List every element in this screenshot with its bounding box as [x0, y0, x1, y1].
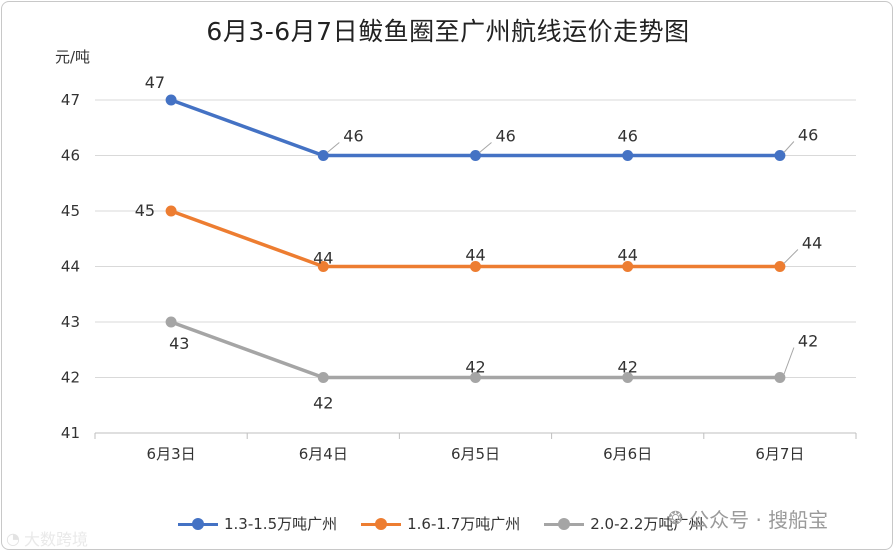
- x-tick-label: 6月5日: [451, 445, 500, 463]
- watermark-wechat: ❂ 公众号 · 搜船宝: [668, 504, 828, 533]
- label-leader-line: [783, 249, 799, 264]
- y-tick-label: 42: [61, 369, 80, 387]
- legend-swatch: [178, 517, 218, 531]
- data-point: [622, 150, 634, 161]
- wechat-icon: ❂: [668, 508, 684, 529]
- data-point: [774, 261, 786, 272]
- data-label: 42: [618, 358, 638, 377]
- y-tick-label: 46: [61, 147, 80, 165]
- data-label: 44: [313, 249, 333, 268]
- data-point: [774, 372, 786, 383]
- legend-label: 1.3-1.5万吨广州: [224, 515, 338, 533]
- data-point: [165, 94, 177, 106]
- data-label: 44: [802, 234, 822, 253]
- watermark-logo: ◔ 大数跨境: [6, 526, 88, 550]
- label-leader-line: [479, 142, 492, 153]
- watermark-right-text: 公众号 · 搜船宝: [689, 508, 829, 532]
- data-point: [165, 316, 177, 328]
- data-point: [774, 150, 786, 161]
- data-point: [470, 372, 481, 383]
- data-label: 42: [465, 358, 485, 377]
- data-point: [317, 261, 329, 272]
- data-label: 46: [343, 127, 363, 146]
- data-point: [622, 372, 634, 383]
- x-tick-label: 6月4日: [299, 445, 348, 463]
- legend-item: 1.6-1.7万吨广州: [361, 513, 520, 534]
- y-tick-label: 47: [61, 91, 80, 109]
- data-label: 42: [313, 394, 333, 413]
- data-label: 45: [135, 201, 155, 220]
- data-label: 44: [618, 246, 638, 265]
- data-point: [622, 261, 634, 272]
- y-tick-label: 41: [61, 424, 80, 442]
- data-point: [470, 150, 481, 161]
- chart-title: 6月3-6月7日鲅鱼圈至广州航线运价走势图: [206, 17, 690, 46]
- legend-item: 1.3-1.5万吨广州: [178, 513, 337, 534]
- data-label: 42: [798, 332, 818, 351]
- data-label: 44: [465, 246, 485, 265]
- label-leader-line: [783, 347, 795, 375]
- y-axis-unit-label: 元/吨: [55, 48, 91, 66]
- legend-label: 2.0-2.2万吨广州: [590, 515, 704, 533]
- data-point: [165, 205, 177, 217]
- data-point: [317, 372, 329, 383]
- label-leader-line: [783, 141, 795, 153]
- data-label: 46: [798, 126, 818, 145]
- data-label: 46: [618, 127, 638, 146]
- y-tick-label: 44: [61, 258, 80, 276]
- data-label: 46: [496, 127, 516, 146]
- legend-swatch: [544, 517, 585, 531]
- series-line: [170, 98, 780, 158]
- legend-item: 2.0-2.2万吨广州: [544, 513, 703, 534]
- data-label: 43: [169, 334, 189, 353]
- legend-swatch: [361, 517, 402, 531]
- x-tick-label: 6月6日: [603, 445, 652, 463]
- x-tick-label: 6月3日: [147, 445, 196, 463]
- y-tick-label: 43: [61, 313, 80, 331]
- x-tick-label: 6月7日: [755, 445, 804, 463]
- y-tick-label: 45: [61, 202, 80, 220]
- data-point: [470, 261, 481, 272]
- watermark-left-text: 大数跨境: [23, 530, 88, 549]
- chart-legend: 1.3-1.5万吨广州 1.6-1.7万吨广州 2.0-2.2万吨广州: [178, 513, 727, 534]
- logo-icon: ◔: [6, 528, 20, 548]
- data-point: [317, 150, 329, 161]
- legend-label: 1.6-1.7万吨广州: [407, 515, 521, 533]
- data-label: 47: [145, 73, 165, 92]
- label-leader-line: [326, 142, 340, 153]
